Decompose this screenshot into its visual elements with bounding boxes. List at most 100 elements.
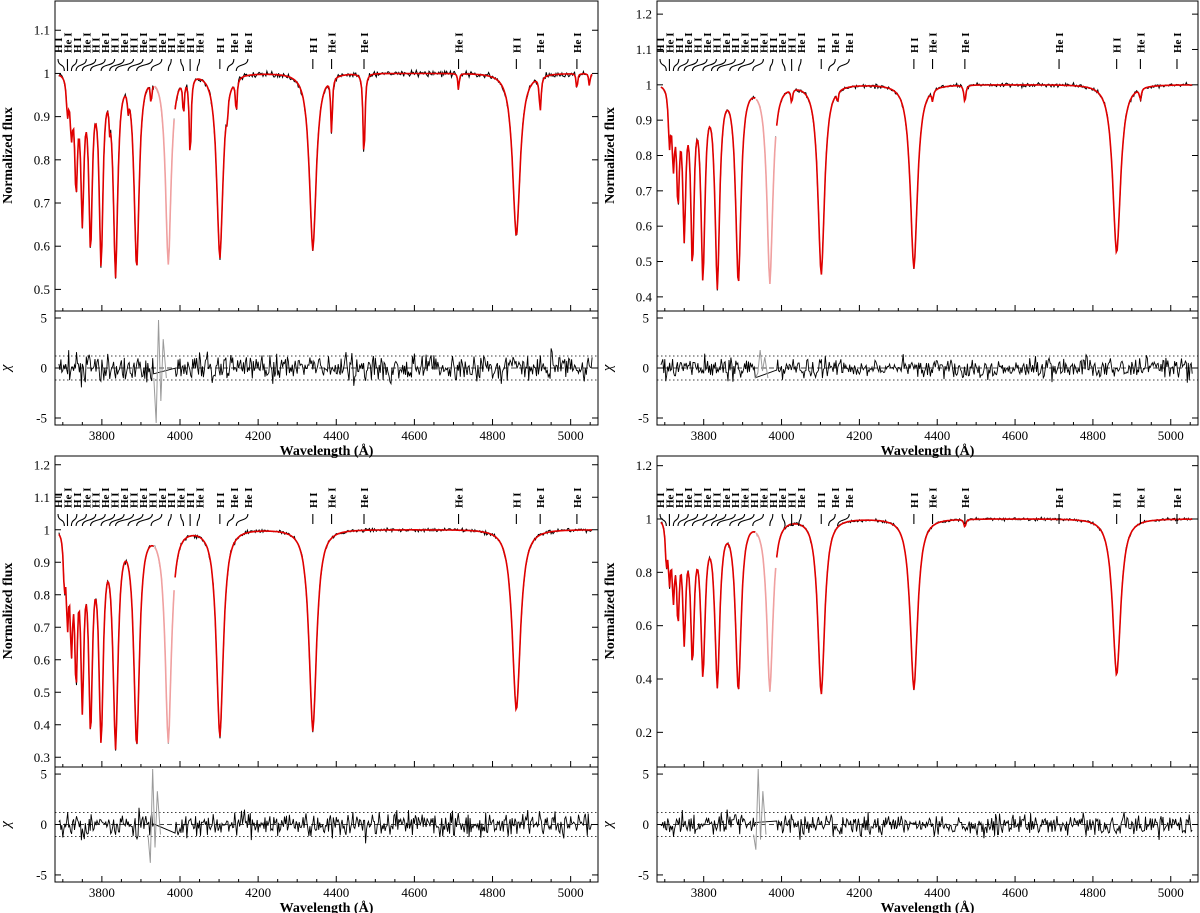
line-id-label: H I — [674, 492, 686, 508]
line-id-label: H I — [166, 37, 178, 53]
line-id-label: H I — [128, 37, 140, 53]
residual-axis-label: χ — [600, 821, 616, 830]
model-spectrum-line — [174, 72, 593, 259]
line-id-label: H I — [147, 492, 159, 508]
line-id-label: He I — [830, 33, 842, 53]
line-id-label: He I — [157, 488, 169, 508]
line-id-label: He I — [243, 488, 255, 508]
line-id-label: He I — [960, 488, 972, 508]
line-id-connector — [837, 58, 850, 72]
line-id-label: He I — [572, 33, 584, 53]
line-id-label: H I — [308, 37, 320, 53]
line-id-connector — [150, 58, 163, 72]
line-id-label: He I — [176, 488, 188, 508]
residual-line — [660, 353, 1193, 383]
line-id-label: H I — [128, 492, 140, 508]
model-spectrum-line — [174, 528, 593, 737]
line-id-connector — [75, 513, 87, 527]
y-tick-label: 0.8 — [636, 565, 652, 580]
x-tick-label: 5000 — [558, 885, 584, 900]
line-id-label: H I — [91, 37, 103, 53]
line-id-label: H I — [53, 37, 65, 53]
line-id-label: H I — [909, 37, 921, 53]
line-id-labels: H IHe IH IHe IH IHe IH IHe IH IHe IH IHe… — [655, 488, 1184, 527]
observed-spectrum-line — [174, 526, 593, 739]
line-id-label: He I — [138, 33, 150, 53]
line-id-connector — [81, 58, 97, 72]
x-tick-label: 3800 — [89, 428, 115, 443]
line-id-label: He I — [1172, 488, 1184, 508]
line-id-label: He I — [844, 488, 856, 508]
x-tick-label: 4600 — [401, 428, 427, 443]
line-id-label: He I — [758, 488, 770, 508]
line-id-label: H I — [730, 492, 742, 508]
chart-panel-bottom-left: 3800 4000 4200 4400 4600 4800 5000 0.3 0.4 0.5 0.6… — [0, 455, 599, 913]
x-axis-label: Wavelength (Å) — [280, 443, 374, 459]
line-id-label: He I — [664, 488, 676, 508]
y-tick-label: 0.7 — [34, 620, 51, 635]
observed-spectrum-line — [776, 516, 1193, 694]
line-id-connector — [196, 513, 201, 527]
x-tick-label: 4000 — [769, 885, 795, 900]
line-id-label: H I — [1112, 37, 1124, 53]
line-id-connector — [127, 513, 144, 527]
line-id-connector — [702, 513, 717, 527]
line-id-connector — [677, 58, 689, 72]
line-id-label: He I — [157, 33, 169, 53]
line-id-connector — [89, 513, 106, 527]
line-id-label: He I — [100, 488, 112, 508]
line-id-label: H I — [511, 492, 523, 508]
line-id-label: He I — [176, 33, 188, 53]
line-id-connector — [677, 513, 689, 527]
line-id-label: H I — [693, 492, 705, 508]
line-id-connector — [659, 513, 667, 527]
line-id-label: He I — [62, 488, 74, 508]
line-id-label: H I — [787, 492, 799, 508]
line-id-label: H I — [749, 492, 761, 508]
y-tick-label: 0.6 — [636, 618, 653, 633]
y-tick-label: 0.6 — [34, 239, 51, 254]
line-id-label: He I — [740, 33, 752, 53]
line-id-connector — [659, 58, 667, 72]
spectrum-plot-area — [58, 526, 593, 751]
line-id-label: He I — [535, 488, 547, 508]
line-id-label: He I — [928, 488, 940, 508]
line-id-label: H I — [749, 37, 761, 53]
line-id-connector — [136, 513, 153, 527]
x-tick-label: 4200 — [846, 428, 872, 443]
line-id-label: H I — [674, 37, 686, 53]
chart-panel-bottom-right: 3800 4000 4200 4400 4600 4800 5000 0.2 0.4 0.6 0.8… — [600, 455, 1199, 913]
line-id-label: He I — [796, 33, 808, 53]
x-tick-label: 4800 — [1080, 885, 1106, 900]
y-tick-label: 0.5 — [636, 254, 652, 269]
residual-y-tick-label: 0 — [41, 817, 48, 832]
line-id-label: H I — [110, 492, 122, 508]
line-id-label: He I — [229, 33, 241, 53]
x-tick-label: 3800 — [691, 428, 717, 443]
line-id-connector — [837, 513, 850, 527]
line-id-connector — [781, 513, 786, 527]
line-id-connector — [798, 513, 802, 527]
y-tick-label: 1 — [44, 522, 51, 537]
line-id-connector — [729, 58, 746, 72]
chart-panel-top-left: 3800 4000 4200 4400 4600 4800 5000 0.5 0.6 0.7 0.8… — [0, 0, 599, 459]
line-id-connector — [196, 58, 201, 72]
residual-y-tick-label: 0 — [643, 361, 650, 376]
residual-excluded-feature — [753, 769, 767, 850]
residual-excluded-feature — [755, 349, 769, 379]
line-id-label: He I — [1054, 33, 1066, 53]
line-id-label: He I — [62, 33, 74, 53]
residual-axis-label: χ — [0, 821, 14, 830]
spectrum-plot-area — [58, 68, 593, 279]
y-axis-label: Normalized flux — [1, 563, 16, 660]
x-tick-label: 3800 — [691, 885, 717, 900]
line-id-connector — [710, 58, 727, 72]
line-id-label: He I — [1135, 488, 1147, 508]
x-axis-label: Wavelength (Å) — [280, 900, 374, 913]
residual-y-tick-label: -5 — [36, 867, 47, 882]
y-axis-label: Normalized flux — [603, 107, 618, 204]
residual-y-tick-label: 5 — [41, 767, 48, 782]
x-tick-label: 4200 — [245, 428, 271, 443]
y-tick-label: 0.9 — [636, 113, 652, 128]
